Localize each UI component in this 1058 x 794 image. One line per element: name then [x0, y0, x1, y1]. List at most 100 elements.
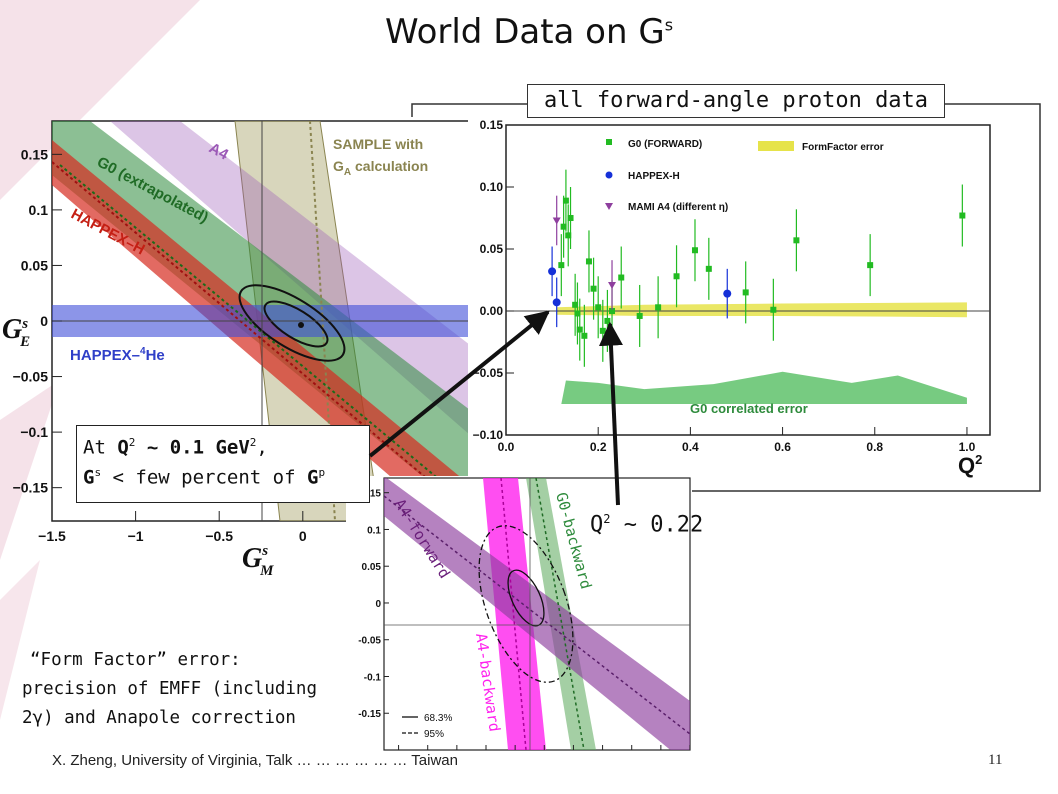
left-ytick-label: 0.1	[29, 202, 49, 218]
legend-68: 68.3%	[424, 713, 452, 724]
left-xtick-label: −1	[128, 528, 144, 544]
title-text: World Data on G	[384, 12, 665, 52]
right-chart: 0.0 0.2 0.4 0.6 0.8 1.0 0.15 0.10 0.05 0.00 −0.05 −…	[468, 117, 1020, 489]
a4-forward-band	[384, 478, 690, 750]
bottom-ytick-label: 0.05	[362, 562, 382, 573]
legend-g0-marker	[606, 139, 612, 145]
callout-box: At Q2 ~ 0.1 GeV2, Gs < few percent of Gp	[76, 425, 370, 503]
g0-point	[581, 332, 588, 339]
g0-point	[567, 215, 574, 221]
g0-point	[655, 304, 662, 311]
mami-point	[608, 281, 617, 289]
right-ytick-label: 0.00	[480, 304, 504, 318]
g0-corr-label: G0 correlated error	[690, 401, 808, 416]
g0-point	[618, 274, 625, 281]
right-ytick-label: 0.10	[480, 180, 504, 194]
left-xtick-label: −0.5	[205, 528, 233, 544]
left-ylabel: Gs E	[2, 314, 30, 350]
left-xtick-label: 0	[299, 528, 307, 544]
left-xtick-label: −1.5	[38, 528, 66, 544]
happex-point	[723, 289, 732, 298]
legend-ff-swatch	[758, 141, 794, 151]
g0-point	[599, 327, 606, 334]
right-ytick-label: 0.05	[480, 242, 504, 256]
right-xtick-label: 1.0	[959, 440, 976, 454]
happex-point	[548, 267, 557, 276]
legend-mami-marker	[605, 203, 613, 210]
g0-point	[572, 301, 579, 308]
g0-point	[558, 262, 565, 269]
bottom-xtick-label: 0.6	[625, 755, 639, 756]
g0-point	[770, 306, 777, 313]
left-xlabel: Gs M	[242, 543, 274, 579]
left-ytick-label: −0.05	[13, 369, 49, 385]
ff-note-line-3: 2γ) and Anapole correction	[22, 708, 296, 728]
g0-point	[609, 308, 616, 314]
happex-point	[552, 298, 561, 307]
forward-angle-label: all forward-angle proton data	[527, 84, 945, 118]
bottom-xtick-label: -0.8	[419, 755, 437, 756]
left-ytick-label: −0.15	[13, 480, 49, 496]
right-ytick-label: 0.15	[480, 118, 504, 132]
bottom-ytick-label: -0.15	[358, 709, 381, 720]
ellipse-95	[238, 284, 346, 362]
g0-point	[691, 247, 698, 254]
legend-happex-marker	[605, 171, 613, 179]
bottom-xtick-label: 0.8	[654, 755, 668, 756]
bottom-ytick-label: 0.1	[367, 525, 381, 536]
bottom-xtick-label: -0.4	[477, 755, 495, 756]
legend-mami: MAMI A4 (different η)	[628, 202, 728, 213]
g0-point	[959, 212, 966, 219]
g0-point	[560, 223, 567, 230]
bottom-xtick-label: 1	[687, 755, 692, 756]
page-number: 11	[988, 752, 1003, 768]
bottom-xtick-label: 0	[542, 755, 548, 756]
slide-title: World Data on Gs	[0, 12, 1058, 52]
g0-point	[576, 326, 583, 333]
bottom-xtick-label: -0.6	[448, 755, 466, 756]
ellipse-68	[263, 300, 329, 348]
right-xtick-label: 0.2	[590, 440, 607, 454]
left-ytick-label: −0.1	[20, 424, 48, 440]
g0-point	[604, 317, 611, 324]
label-sample-2: GA calculation	[333, 158, 428, 178]
legend-g0: G0 (FORWARD)	[628, 139, 702, 150]
bottom-xtick-label: 0.2	[566, 755, 580, 756]
g0-point	[574, 310, 581, 317]
right-xtick-label: 0.4	[682, 440, 699, 454]
bottom-ytick-label: 0	[375, 599, 381, 610]
g0-point	[590, 285, 597, 292]
bottom-ytick-label: -0.1	[364, 672, 382, 683]
right-xtick-label: 0.8	[866, 440, 883, 454]
footer: X. Zheng, University of Virginia, Talk ……	[52, 752, 458, 769]
g0-point	[705, 265, 712, 272]
g0-point	[867, 262, 874, 269]
bottom-chart: -1 -0.8 -0.6 -0.4 -0.2 0 0.2 0.4 0.6 0.8 1 0.15 0.1 0…	[346, 476, 692, 756]
g0-point	[585, 258, 592, 265]
formfactor-note: “Form Factor” error: precision of EMFF (…	[22, 646, 352, 733]
right-ytick-label: −0.05	[473, 366, 504, 380]
g0-point	[742, 289, 749, 296]
right-xtick-label: 0.0	[498, 440, 515, 454]
callout-line-1: At Q2 ~ 0.1 GeV2,	[83, 436, 268, 459]
bottom-xtick-label: -1	[394, 755, 403, 756]
right-xtick-label: 0.6	[774, 440, 791, 454]
bottom-xtick-label: -0.2	[507, 755, 525, 756]
left-ytick-label: 0	[40, 313, 48, 329]
legend-ff: FormFactor error	[802, 142, 884, 153]
g0-point	[565, 232, 572, 239]
title-sup: s	[664, 15, 674, 35]
best-fit-point	[298, 322, 304, 328]
bottom-ytick-label: 0.15	[362, 489, 382, 500]
left-ytick-label: 0.05	[21, 257, 48, 273]
left-ytick-label: 0.15	[21, 146, 48, 162]
bottom-ytick-label: -0.05	[358, 636, 381, 647]
callout-line-2: Gs < few percent of Gp	[83, 466, 326, 489]
right-ytick-label: −0.10	[473, 428, 504, 442]
g0-point	[673, 273, 680, 280]
g0-point	[595, 304, 602, 311]
ellipse-95-bottom	[478, 525, 574, 683]
g0-point	[793, 237, 800, 244]
